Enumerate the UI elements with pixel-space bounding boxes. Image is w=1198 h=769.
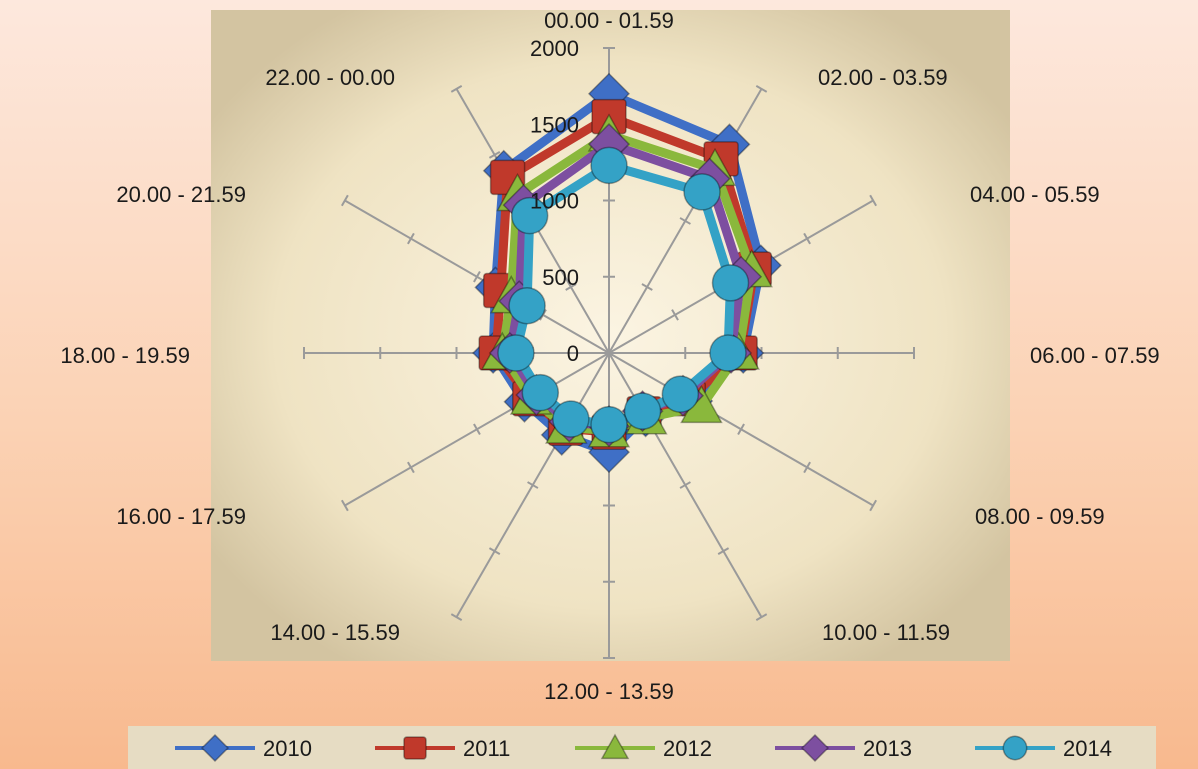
axis-tick-mark	[488, 151, 501, 159]
axis-tick-mark	[539, 309, 547, 321]
category-label-14-00-15-59: 14.00 - 15.59	[270, 620, 400, 645]
axis-tick-mark	[679, 481, 691, 489]
legend-label-2014: 2014	[1063, 736, 1112, 761]
category-label-10-00-11-59: 10.00 - 11.59	[822, 620, 950, 645]
axis-tick-mark	[671, 309, 679, 321]
axis-tick-mark	[473, 423, 481, 435]
radial-tick-label: 0	[567, 341, 579, 366]
legend-label-2012: 2012	[663, 736, 712, 761]
axis-tick-mark	[755, 613, 768, 622]
legend-item-2010: 2010	[175, 733, 312, 763]
data-point-2014-00-00-01-59	[590, 146, 628, 185]
category-label-02-00-03-59: 02.00 - 03.59	[818, 65, 948, 90]
radial-tick-label: 500	[542, 265, 579, 290]
radar-series	[472, 72, 782, 474]
legend-item-2014: 2014	[975, 735, 1112, 761]
legend-marker-2010	[200, 733, 230, 763]
category-labels: 00.00 - 01.59 02.00 - 03.59 04.00 - 05.59 0…	[60, 8, 1159, 704]
axis-tick-mark	[869, 194, 878, 207]
data-point-2014-16-00-17-59	[521, 373, 560, 412]
category-label-22-00-00-00: 22.00 - 00.00	[265, 65, 395, 90]
axis-tick-mark	[803, 461, 811, 474]
legend: 2010 2011 2012 2013 2014	[175, 733, 1112, 763]
category-label-04-00-05-59: 04.00 - 05.59	[970, 182, 1100, 207]
axis-tick-mark	[407, 461, 415, 474]
axis-tick-mark	[565, 283, 577, 291]
data-point-2014-18-00-19-59	[497, 334, 535, 372]
axis-tick-mark	[340, 499, 349, 512]
data-point-2014-04-00-05-59	[711, 264, 750, 302]
axis-tick-mark	[803, 232, 811, 245]
legend-marker-2013	[800, 733, 830, 763]
legend-marker-2014	[1002, 735, 1028, 761]
data-point-2014-20-00-21-59	[508, 286, 546, 325]
category-label-18-00-19-59: 18.00 - 19.59	[60, 343, 190, 368]
legend-label-2010: 2010	[263, 736, 312, 761]
axis-tick-mark	[737, 423, 745, 435]
axis-tick-mark	[450, 84, 463, 93]
axis-tick-mark	[450, 613, 463, 622]
axis-tick-mark	[488, 547, 501, 555]
axis-tick-mark	[473, 271, 481, 283]
radial-tick-label: 1000	[530, 189, 579, 214]
radial-tick-labels: 0 500 1000 1500 2000	[530, 36, 579, 366]
series-2014	[497, 146, 750, 444]
axis-tick-mark	[340, 194, 349, 207]
axis-tick-mark	[679, 217, 691, 225]
category-label-00-00-01-59: 00.00 - 01.59	[544, 8, 674, 33]
data-point-2014-02-00-03-59	[683, 173, 721, 211]
category-label-12-00-13-59: 12.00 - 13.59	[544, 679, 674, 704]
radial-tick-label: 2000	[530, 36, 579, 61]
legend-label-2013: 2013	[863, 736, 912, 761]
category-label-08-00-09-59: 08.00 - 09.59	[975, 504, 1105, 529]
data-point-2014-22-00-00-00	[510, 196, 549, 235]
legend-marker-2012	[600, 733, 630, 760]
axis-tick-mark	[717, 547, 730, 555]
axis-tick-mark	[527, 481, 539, 489]
category-label-16-00-17-59: 16.00 - 17.59	[116, 504, 246, 529]
category-label-06-00-07-59: 06.00 - 07.59	[1030, 343, 1160, 368]
category-label-20-00-21-59: 20.00 - 21.59	[116, 182, 246, 207]
legend-marker-2011	[403, 736, 427, 760]
radial-tick-label: 1500	[530, 112, 579, 137]
data-point-2014-10-00-11-59	[623, 392, 662, 430]
data-point-2014-12-00-13-59	[590, 405, 628, 444]
axis-tick-mark	[641, 283, 653, 291]
legend-item-2012: 2012	[575, 733, 712, 761]
axis-tick-mark	[407, 232, 415, 245]
legend-item-2013: 2013	[775, 733, 912, 763]
legend-label-2011: 2011	[463, 736, 510, 761]
legend-item-2011: 2011	[375, 736, 510, 761]
data-point-2014-06-00-07-59	[709, 334, 747, 372]
data-point-2014-08-00-09-59	[661, 375, 700, 413]
data-point-2014-14-00-15-59	[552, 400, 590, 438]
axis-tick-mark	[869, 499, 878, 512]
axis-tick-mark	[755, 84, 768, 93]
